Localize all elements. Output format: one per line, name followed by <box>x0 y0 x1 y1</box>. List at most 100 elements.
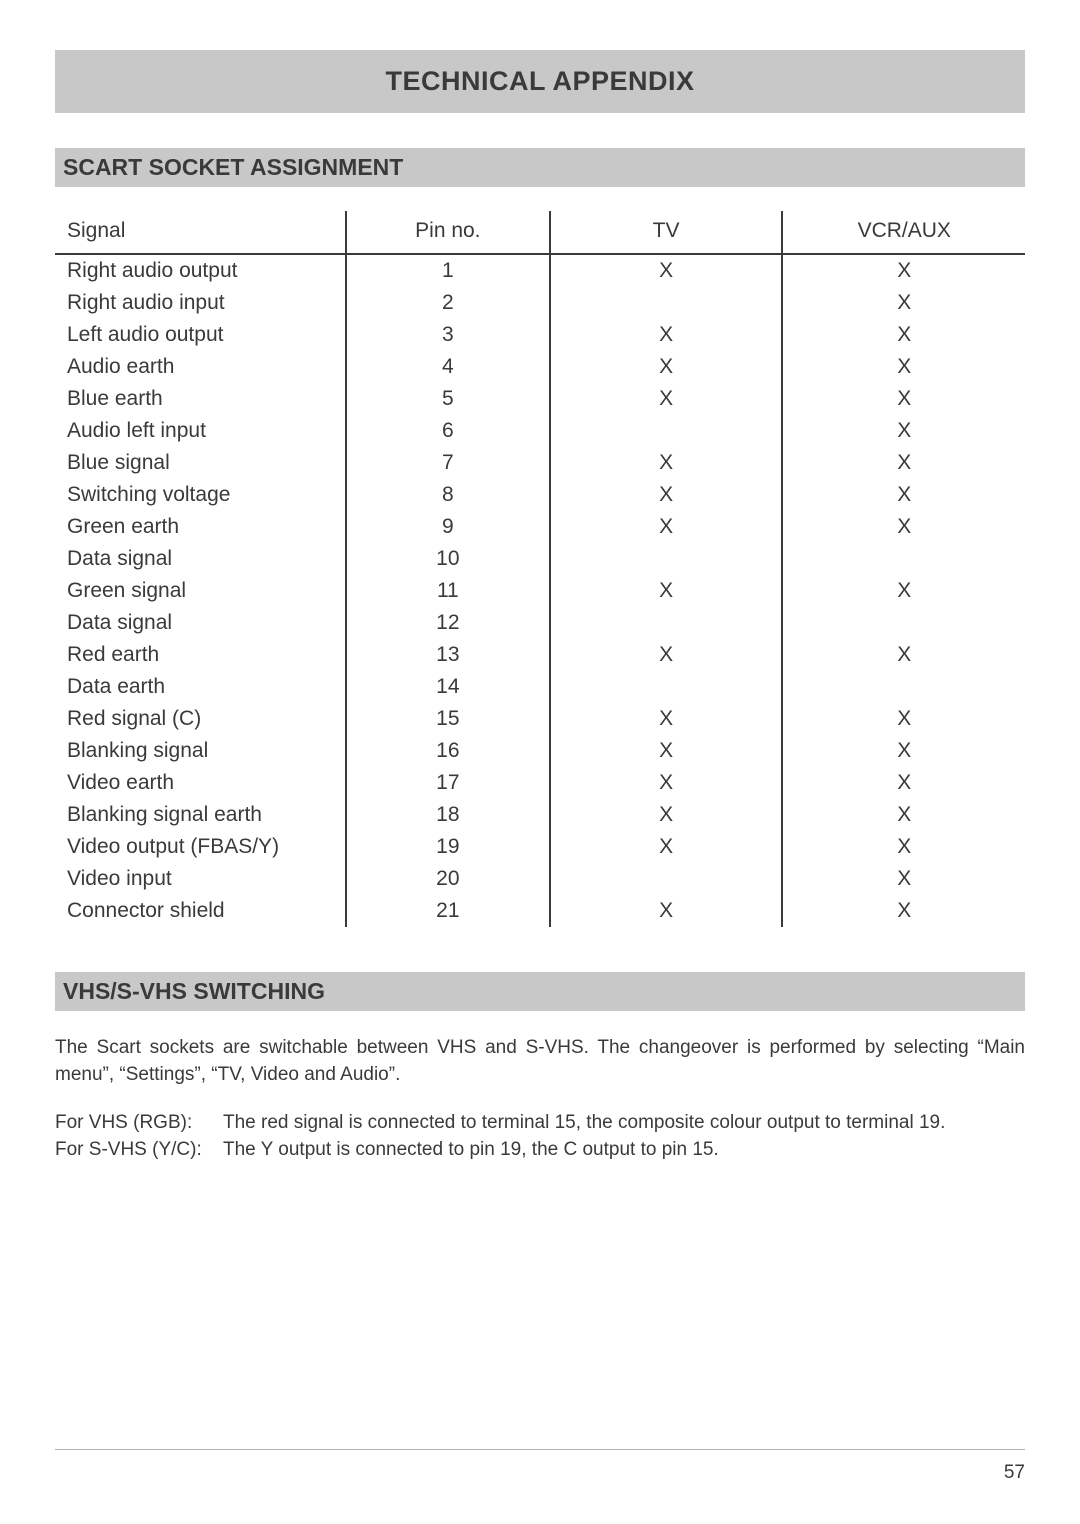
table-cell: Green signal <box>55 575 346 607</box>
svhs-yc-text: The Y output is connected to pin 19, the… <box>223 1139 719 1160</box>
table-row: Blue earth5XX <box>55 383 1025 415</box>
table-cell: Video earth <box>55 767 346 799</box>
table-cell: X <box>782 703 1025 735</box>
table-cell <box>550 607 783 639</box>
section1-title: SCART SOCKET ASSIGNMENT <box>63 154 1017 181</box>
table-cell: Left audio output <box>55 319 346 351</box>
table-cell: 14 <box>346 671 550 703</box>
table-cell: Red signal (C) <box>55 703 346 735</box>
table-cell: Blanking signal earth <box>55 799 346 831</box>
table-cell: X <box>550 511 783 543</box>
table-cell: 16 <box>346 735 550 767</box>
section2-title: VHS/S-VHS SWITCHING <box>63 978 1017 1005</box>
table-cell: X <box>550 799 783 831</box>
table-cell: X <box>782 511 1025 543</box>
table-cell: 12 <box>346 607 550 639</box>
table-cell: 13 <box>346 639 550 671</box>
table-row: Red earth13XX <box>55 639 1025 671</box>
table-cell: X <box>782 479 1025 511</box>
table-cell: X <box>550 703 783 735</box>
table-row: Connector shield21XX <box>55 895 1025 927</box>
table-row: Switching voltage8XX <box>55 479 1025 511</box>
table-cell: 8 <box>346 479 550 511</box>
main-title-bar: TECHNICAL APPENDIX <box>55 50 1025 113</box>
vhs-rgb-label: For VHS (RGB): <box>55 1110 223 1137</box>
section2-title-bar: VHS/S-VHS SWITCHING <box>55 972 1025 1011</box>
table-cell: Green earth <box>55 511 346 543</box>
table-cell: 19 <box>346 831 550 863</box>
vhs-rgb-line: For VHS (RGB):The red signal is connecte… <box>55 1110 1025 1137</box>
table-row: Red signal (C)15XX <box>55 703 1025 735</box>
col-header-pin: Pin no. <box>346 211 550 254</box>
table-row: Right audio output1XX <box>55 254 1025 287</box>
main-title: TECHNICAL APPENDIX <box>55 66 1025 97</box>
table-cell: X <box>782 575 1025 607</box>
table-row: Left audio output3XX <box>55 319 1025 351</box>
table-cell: X <box>782 351 1025 383</box>
table-cell: X <box>782 319 1025 351</box>
table-cell: Video input <box>55 863 346 895</box>
table-row: Green signal11XX <box>55 575 1025 607</box>
table-cell: 3 <box>346 319 550 351</box>
table-cell: X <box>782 767 1025 799</box>
table-cell: X <box>550 254 783 287</box>
table-cell: X <box>550 351 783 383</box>
table-cell: 9 <box>346 511 550 543</box>
scart-pin-table: Signal Pin no. TV VCR/AUX Right audio ou… <box>55 211 1025 927</box>
vhs-rgb-text: The red signal is connected to terminal … <box>223 1112 945 1133</box>
col-header-tv: TV <box>550 211 783 254</box>
page-number: 57 <box>1004 1462 1025 1483</box>
table-cell: X <box>550 479 783 511</box>
table-cell <box>550 543 783 575</box>
table-cell: X <box>782 415 1025 447</box>
table-row: Blanking signal16XX <box>55 735 1025 767</box>
table-cell: X <box>782 831 1025 863</box>
table-cell: X <box>550 639 783 671</box>
table-cell: 10 <box>346 543 550 575</box>
table-cell: Connector shield <box>55 895 346 927</box>
table-row: Video input20 X <box>55 863 1025 895</box>
table-cell: X <box>550 767 783 799</box>
table-cell: X <box>782 254 1025 287</box>
table-cell: Red earth <box>55 639 346 671</box>
table-cell: 11 <box>346 575 550 607</box>
table-cell: 20 <box>346 863 550 895</box>
table-cell: Blue signal <box>55 447 346 479</box>
table-cell: X <box>550 383 783 415</box>
table-cell: 17 <box>346 767 550 799</box>
table-cell <box>782 607 1025 639</box>
table-row: Data signal10 <box>55 543 1025 575</box>
table-row: Data earth14 <box>55 671 1025 703</box>
table-cell: X <box>550 447 783 479</box>
table-cell: Audio left input <box>55 415 346 447</box>
table-cell: X <box>782 863 1025 895</box>
table-cell: X <box>782 895 1025 927</box>
table-cell: Right audio output <box>55 254 346 287</box>
table-cell <box>550 863 783 895</box>
table-row: Video earth17XX <box>55 767 1025 799</box>
table-cell: 7 <box>346 447 550 479</box>
table-row: Blue signal7XX <box>55 447 1025 479</box>
table-cell: X <box>550 735 783 767</box>
col-header-vcr: VCR/AUX <box>782 211 1025 254</box>
table-cell: Data signal <box>55 543 346 575</box>
table-row: Right audio input2X <box>55 287 1025 319</box>
table-cell: 15 <box>346 703 550 735</box>
table-cell: 6 <box>346 415 550 447</box>
table-cell: X <box>550 831 783 863</box>
table-cell: 21 <box>346 895 550 927</box>
table-cell: X <box>782 799 1025 831</box>
table-cell: X <box>550 575 783 607</box>
section1-title-bar: SCART SOCKET ASSIGNMENT <box>55 148 1025 187</box>
table-cell: X <box>550 319 783 351</box>
table-cell <box>550 415 783 447</box>
table-cell: X <box>782 735 1025 767</box>
vhs-paragraph: The Scart sockets are switchable between… <box>55 1035 1025 1088</box>
table-row: Audio left input6 X <box>55 415 1025 447</box>
table-cell: Data earth <box>55 671 346 703</box>
table-cell: Switching voltage <box>55 479 346 511</box>
table-row: Blanking signal earth18XX <box>55 799 1025 831</box>
table-cell <box>550 287 783 319</box>
col-header-signal: Signal <box>55 211 346 254</box>
table-cell: 18 <box>346 799 550 831</box>
